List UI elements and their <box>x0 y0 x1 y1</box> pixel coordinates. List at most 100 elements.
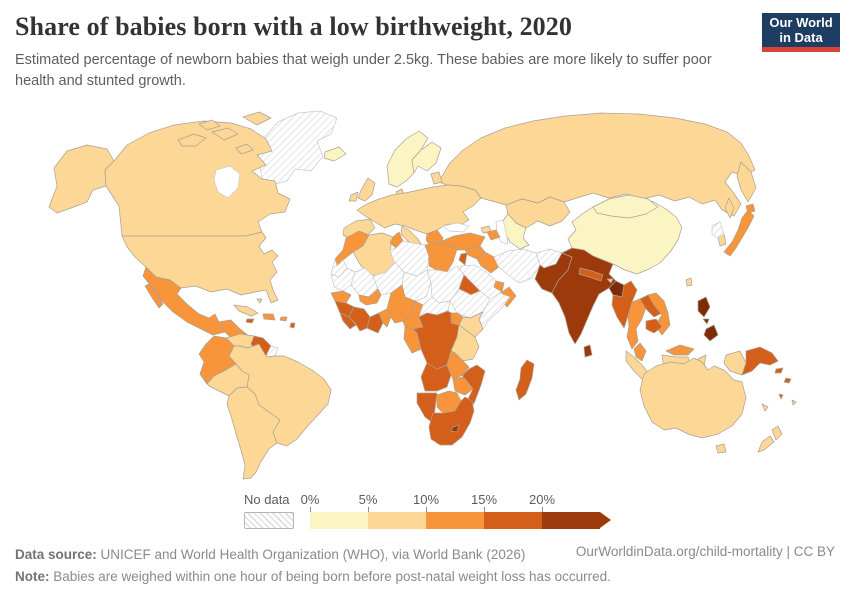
region-japan[interactable] <box>723 209 755 257</box>
data-source-line: Data source: UNICEF and World Health Org… <box>15 544 655 566</box>
region-hokkaido[interactable] <box>745 203 756 214</box>
region-uk[interactable] <box>357 177 376 202</box>
legend-bin-5-10%[interactable] <box>368 512 426 529</box>
region-baltic-states[interactable] <box>430 171 443 185</box>
legend-tick-mark <box>426 507 427 512</box>
region-sierra-leone-liberia[interactable] <box>339 312 357 330</box>
region-cuba[interactable] <box>233 304 259 317</box>
region-morocco[interactable] <box>334 230 370 267</box>
region-finland[interactable] <box>411 141 442 174</box>
legend-tick-mark <box>310 507 311 512</box>
region-new-caledonia[interactable] <box>761 403 769 412</box>
region-tasmania[interactable] <box>715 443 727 454</box>
page-title: Share of babies born with a low birthwei… <box>15 12 572 41</box>
region-russia[interactable] <box>438 112 756 217</box>
note-text: Babies are weighed within one hour of be… <box>49 569 611 584</box>
source-label: Data source: <box>15 547 97 562</box>
no-data-label: No data <box>244 492 290 507</box>
region-arctic-island-4[interactable] <box>198 119 221 131</box>
credit-link[interactable]: OurWorldinData.org/child-mortality | CC … <box>575 544 835 559</box>
region-nigeria[interactable] <box>386 284 416 324</box>
legend-bin-15-20%[interactable] <box>484 512 542 529</box>
region-hudson-bay <box>213 165 241 199</box>
region-lesotho[interactable] <box>450 424 460 433</box>
legend-bin-20%+[interactable] <box>542 512 600 529</box>
region-egypt[interactable] <box>424 242 458 273</box>
region-western-europe[interactable] <box>356 184 482 235</box>
region-ireland[interactable] <box>348 191 359 202</box>
legend-bin-10-15%[interactable] <box>426 512 484 529</box>
region-solomon-islands[interactable] <box>783 377 792 384</box>
region-vanuatu[interactable] <box>778 393 784 400</box>
region-malaysia-borneo[interactable] <box>665 344 695 356</box>
region-thailand[interactable] <box>626 298 647 350</box>
region-israel-jordan[interactable] <box>458 252 468 266</box>
region-alaska[interactable] <box>48 144 115 214</box>
region-baja-california[interactable] <box>144 283 164 309</box>
region-madagascar[interactable] <box>515 359 535 401</box>
region-tanzania[interactable] <box>450 324 480 362</box>
region-arctic-island-1[interactable] <box>177 133 207 147</box>
region-malaysia-peninsula[interactable] <box>633 342 647 362</box>
legend-tick-labels: 0% 5% 10% 15% 20% <box>301 492 610 512</box>
region-cambodia[interactable] <box>645 318 663 334</box>
region-bhutan[interactable] <box>606 278 614 284</box>
legend-bin-0-5%[interactable] <box>310 512 368 529</box>
region-new-zealand-north[interactable] <box>771 425 783 441</box>
region-philippines-luzon[interactable] <box>697 296 711 318</box>
region-usa[interactable] <box>121 231 279 304</box>
region-fiji[interactable] <box>791 399 797 406</box>
region-sakhalin[interactable] <box>724 197 735 219</box>
region-taiwan[interactable] <box>685 277 693 287</box>
region-south-africa[interactable] <box>428 396 475 446</box>
region-papua-new-guinea[interactable] <box>741 346 779 376</box>
legend-arrow <box>600 512 611 528</box>
region-west-papua[interactable] <box>723 350 747 376</box>
region-arctic-island-3[interactable] <box>242 111 272 126</box>
legend-tick-15%: 15% <box>470 492 498 507</box>
region-vietnam[interactable] <box>647 292 671 336</box>
region-norway-sweden[interactable] <box>386 130 429 188</box>
region-lesser-antilles[interactable] <box>289 322 296 329</box>
region-kamchatka[interactable] <box>736 161 757 203</box>
region-arctic-island-5[interactable] <box>235 143 254 155</box>
logo-line1: Our World <box>769 15 833 30</box>
region-burkina-faso[interactable] <box>358 288 382 306</box>
region-philippines-mindanao[interactable] <box>703 324 719 342</box>
legend-tick-5%: 5% <box>358 492 378 507</box>
region-puerto-rico[interactable] <box>279 316 288 322</box>
legend-tick-10%: 10% <box>412 492 440 507</box>
region-arctic-island-2[interactable] <box>211 127 239 141</box>
region-gabon-congo[interactable] <box>403 326 422 354</box>
note-label: Note: <box>15 569 50 584</box>
region-azerbaijan[interactable] <box>486 229 501 241</box>
region-senegal[interactable] <box>330 290 352 304</box>
region-angola[interactable] <box>420 362 452 392</box>
region-uae[interactable] <box>493 280 505 293</box>
region-mongolia[interactable] <box>592 194 659 219</box>
region-jamaica[interactable] <box>245 318 255 324</box>
region-southern-cone[interactable] <box>226 386 281 480</box>
region-cote-divoire[interactable] <box>348 306 371 332</box>
region-india[interactable] <box>551 247 617 345</box>
region-new-britain[interactable] <box>774 367 784 374</box>
region-greenland[interactable] <box>257 110 338 186</box>
no-data-swatch[interactable] <box>244 512 294 529</box>
legend-tick-mark <box>542 507 543 512</box>
region-australia[interactable] <box>639 357 747 439</box>
owid-logo[interactable]: Our World in Data <box>762 13 840 52</box>
region-new-zealand-south[interactable] <box>757 435 775 453</box>
region-nepal[interactable] <box>578 267 604 282</box>
region-philippines-visayas[interactable] <box>702 318 710 325</box>
region-bahamas[interactable] <box>256 298 263 304</box>
region-hispaniola[interactable] <box>262 313 276 321</box>
region-north-korea[interactable] <box>711 221 725 239</box>
region-zambia[interactable] <box>446 350 470 380</box>
region-sri-lanka[interactable] <box>583 344 593 358</box>
chart-subtitle: Estimated percentage of newborn babies t… <box>15 52 712 90</box>
source-text: UNICEF and World Health Organization (WH… <box>96 547 526 562</box>
region-iran[interactable] <box>493 248 541 284</box>
region-iceland[interactable] <box>323 146 347 162</box>
